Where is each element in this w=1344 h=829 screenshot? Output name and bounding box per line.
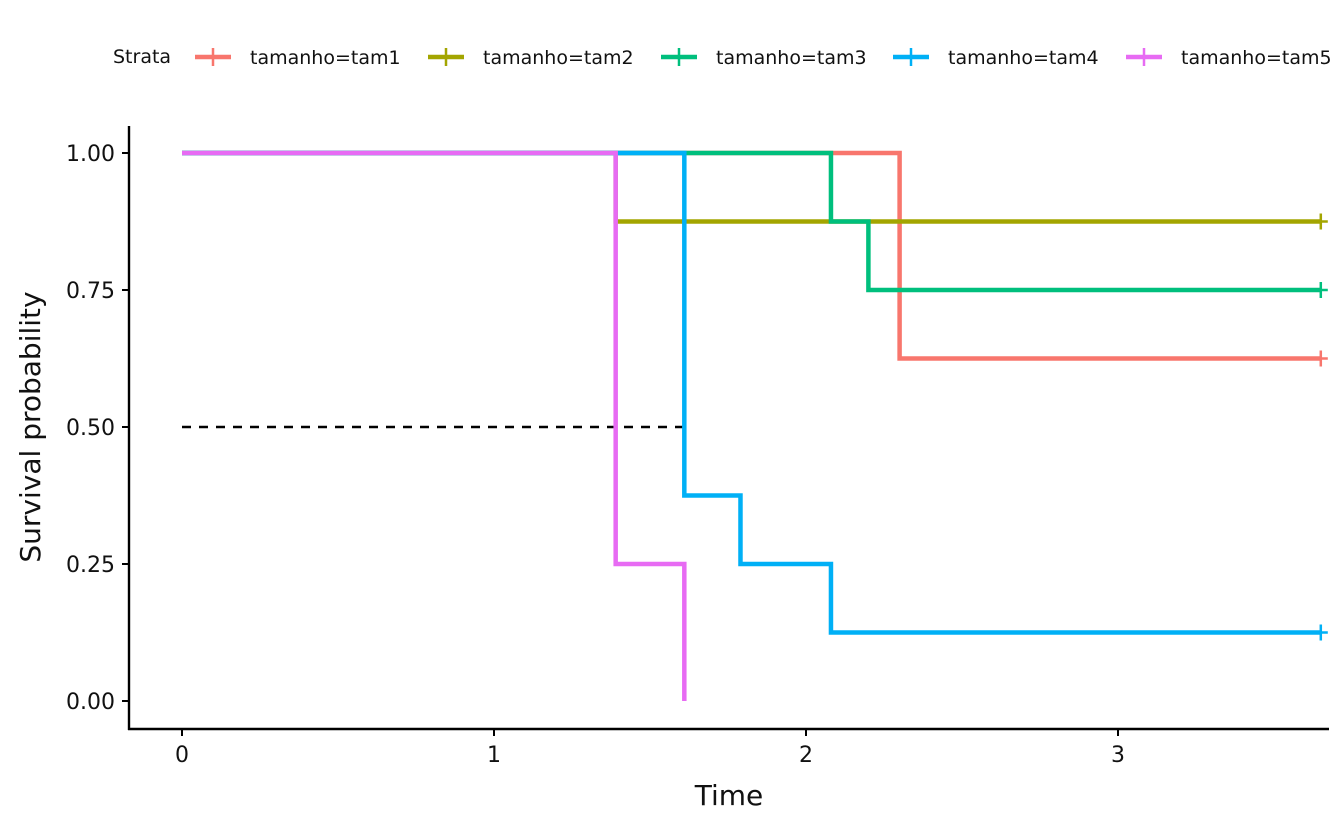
y-tick-label-4: 1.00 [66, 142, 115, 167]
legend-label-tam3: tamanho=tam3 [716, 47, 867, 69]
y-tick-label-0: 0.00 [66, 690, 115, 715]
x-tick-label-0: 0 [175, 743, 189, 768]
series-line-tam3 [182, 150, 1321, 293]
censor-mark-tam3-0 [1313, 282, 1328, 298]
x-tick-label-2: 2 [799, 743, 813, 768]
axes: 0.00 0.25 0.50 0.75 1.00 0 1 2 3 [66, 126, 1329, 768]
x-axis-title: Time [694, 779, 764, 812]
x-tick-label-1: 1 [487, 743, 501, 768]
legend: Strata tamanho=tam1 tamanho=tam2 tamanho=t… [113, 46, 1332, 69]
censor-mark-tam4-0 [1313, 624, 1328, 641]
series-line-tam2 [182, 150, 1321, 224]
legend-label-tam5: tamanho=tam5 [1181, 47, 1332, 69]
series-line-tam1 [182, 150, 1321, 361]
legend-label-tam2: tamanho=tam2 [483, 47, 634, 69]
series-line-tam4 [182, 150, 1321, 635]
y-tick-label-1: 0.25 [66, 553, 115, 578]
y-tick-label-3: 0.75 [66, 279, 115, 304]
legend-label-tam1: tamanho=tam1 [250, 47, 401, 69]
x-tick-label-3: 3 [1111, 743, 1125, 768]
legend-label-tam4: tamanho=tam4 [948, 47, 1099, 69]
legend-title: Strata [113, 46, 171, 68]
censor-mark-tam2-0 [1313, 213, 1328, 230]
plot-area [182, 150, 1328, 701]
censor-mark-tam1-0 [1313, 350, 1328, 367]
series-line-tam5 [182, 150, 687, 701]
y-tick-label-2: 0.50 [66, 416, 115, 441]
y-axis-title: Survival probability [14, 291, 47, 562]
